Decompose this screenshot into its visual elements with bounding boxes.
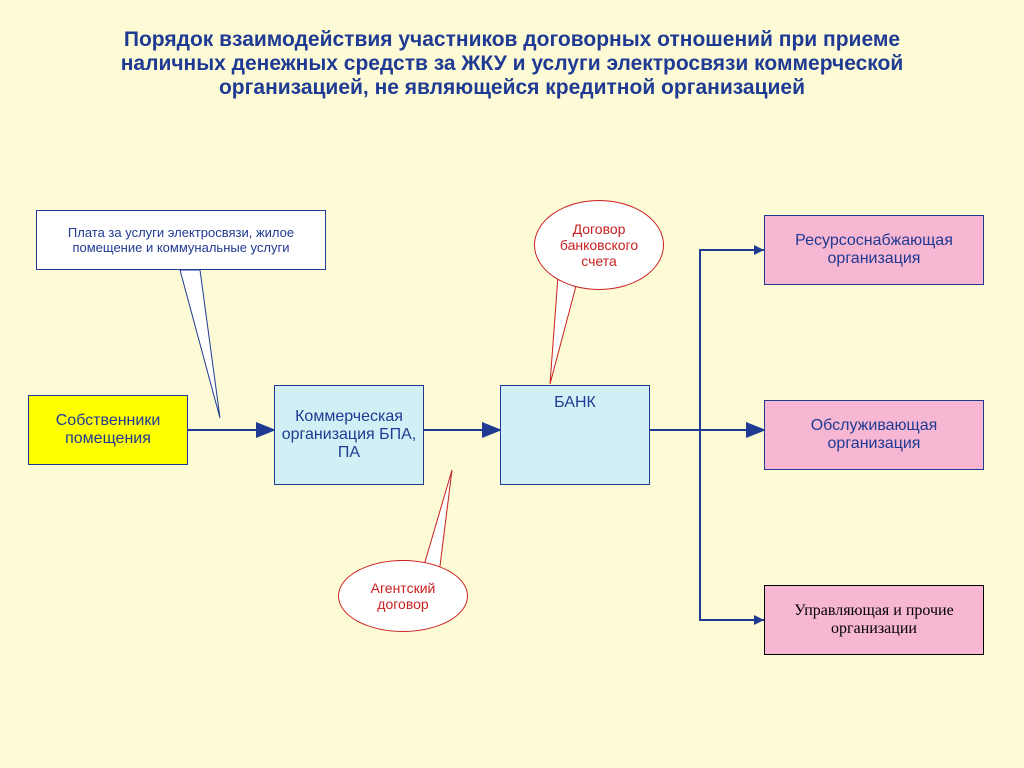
node-service: Обслуживающая организация bbox=[764, 400, 984, 470]
callout-fee: Плата за услуги электросвязи, жилое поме… bbox=[36, 210, 326, 270]
node-mgmt: Управляющая и прочие организации bbox=[764, 585, 984, 655]
node-commorg: Коммерческая организация БПА, ПА bbox=[274, 385, 424, 485]
callout-tail bbox=[550, 276, 576, 384]
diagram-canvas: Порядок взаимодействия участников догово… bbox=[0, 0, 1024, 768]
callout-agree1: Договор банковского счета bbox=[534, 200, 664, 290]
node-owners: Собственники помещения bbox=[28, 395, 188, 465]
page-title: Порядок взаимодействия участников догово… bbox=[80, 28, 944, 100]
node-resource: Ресурсоснабжающая организация bbox=[764, 215, 984, 285]
node-bank: БАНК bbox=[500, 385, 650, 485]
callout-agree2: Агентский договор bbox=[338, 560, 468, 632]
